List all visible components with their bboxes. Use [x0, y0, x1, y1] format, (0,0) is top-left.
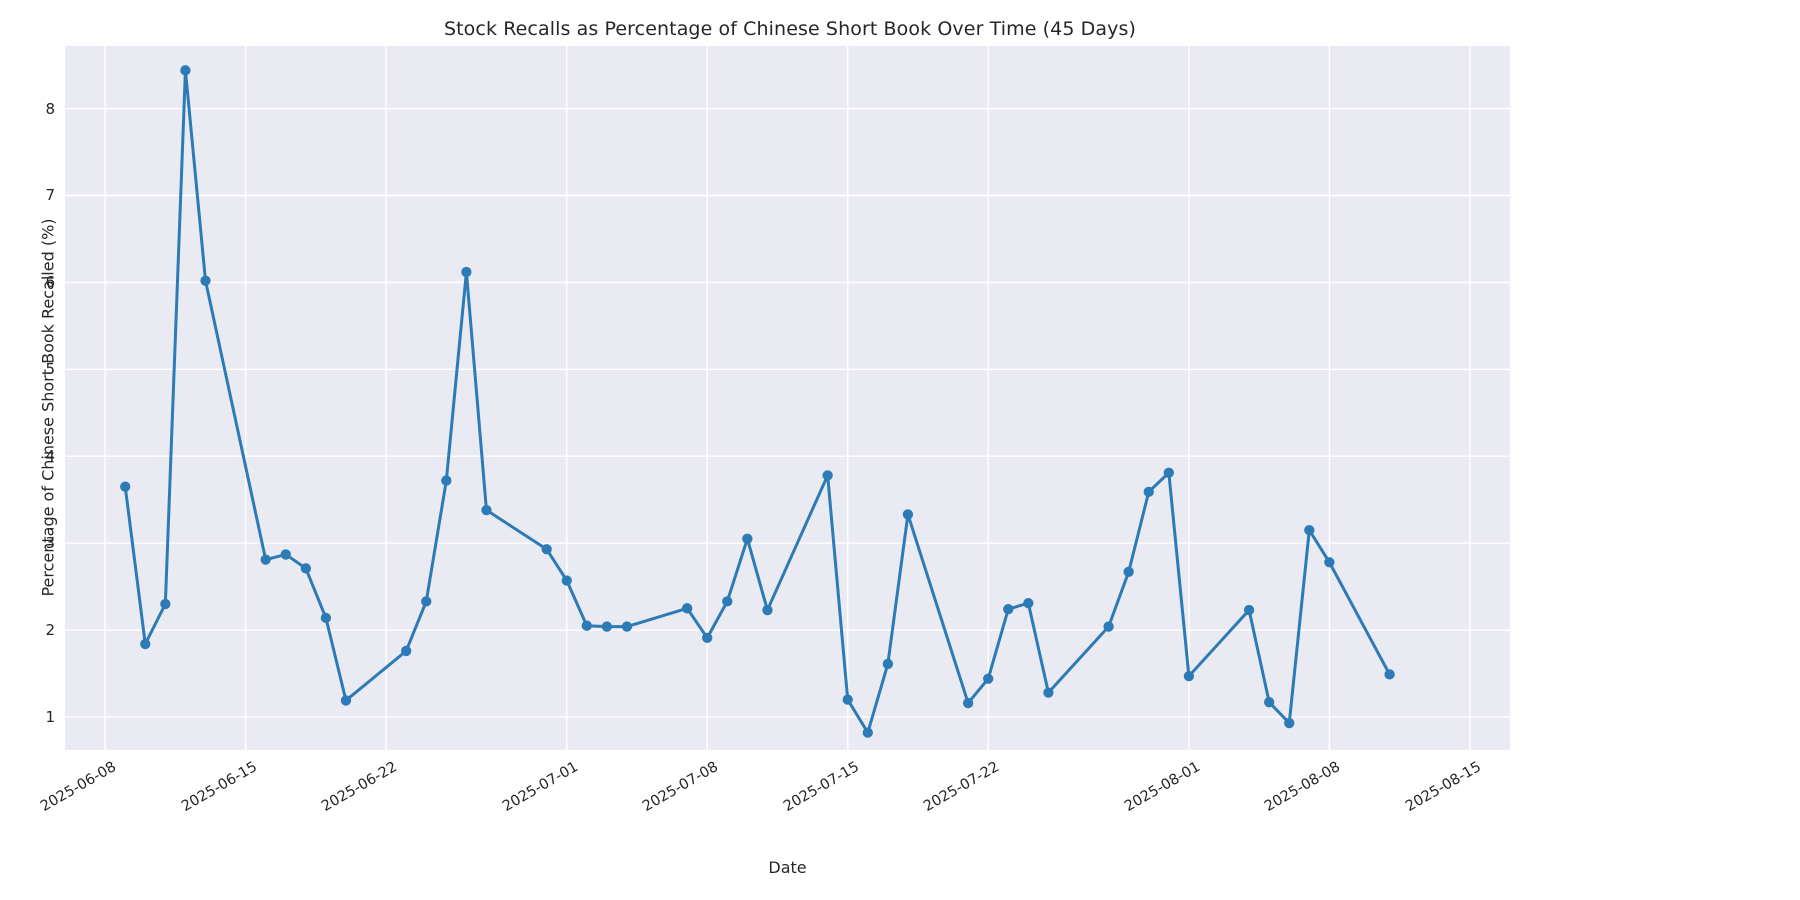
data-point: [541, 544, 552, 555]
data-point: [401, 645, 412, 657]
data-point: [340, 695, 352, 706]
data-point: [681, 603, 693, 614]
data-point: [561, 575, 572, 586]
data-point: [882, 658, 894, 670]
data-point: [180, 65, 191, 76]
y-axis-label: Percentage of Chinese Short Book Recalle…: [38, 218, 58, 597]
y-tick-label: 3: [45, 534, 55, 553]
data-point: [200, 275, 211, 286]
y-tick-label: 4: [45, 447, 55, 466]
data-point: [120, 481, 131, 492]
data-point: [1304, 524, 1315, 536]
data-point: [461, 266, 472, 278]
data-point: [722, 596, 733, 607]
data-point: [1183, 670, 1195, 682]
data-point: [260, 554, 271, 565]
data-point: [983, 673, 994, 684]
data-point: [902, 509, 914, 520]
x-gridlines: [104, 46, 1471, 750]
chart-title: Stock Recalls as Percentage of Chinese S…: [443, 18, 1137, 40]
data-point: [441, 475, 452, 486]
data-markers: [120, 65, 1395, 738]
data-point: [160, 598, 171, 610]
y-tick-label: 6: [45, 273, 55, 292]
data-point: [320, 612, 332, 624]
data-point: [1243, 604, 1255, 616]
data-point: [1003, 604, 1014, 615]
data-point: [421, 596, 432, 607]
y-tick-label: 5: [45, 360, 55, 379]
data-point: [1103, 621, 1114, 632]
data-point: [621, 621, 633, 632]
data-point: [1023, 597, 1034, 609]
data-point: [742, 533, 753, 544]
data-point: [140, 638, 151, 650]
data-point: [702, 632, 713, 644]
plot-svg: [65, 46, 1510, 750]
data-point: [822, 470, 833, 481]
data-point: [581, 620, 592, 631]
data-point: [1163, 467, 1174, 478]
data-point: [1384, 669, 1395, 680]
plot-area: [65, 46, 1510, 750]
y-tick-label: 2: [45, 621, 55, 640]
data-line: [123, 68, 1392, 735]
y-tick-label: 7: [45, 186, 55, 205]
y-gridlines: [65, 107, 1510, 718]
data-point: [280, 549, 291, 560]
data-point: [842, 694, 853, 705]
data-point: [481, 504, 492, 516]
data-point: [962, 697, 974, 709]
data-point: [601, 621, 613, 632]
y-tick-label: 8: [45, 99, 55, 118]
data-point: [1143, 486, 1154, 498]
data-point: [1284, 717, 1295, 729]
data-point: [762, 604, 773, 616]
data-point: [862, 727, 873, 738]
y-tick-label: 1: [45, 707, 55, 726]
data-point: [1043, 687, 1054, 698]
x-axis-label: Date: [768, 858, 807, 877]
data-point: [1123, 566, 1134, 577]
data-point: [1264, 697, 1275, 708]
data-point: [1324, 557, 1335, 568]
data-point: [300, 563, 311, 574]
